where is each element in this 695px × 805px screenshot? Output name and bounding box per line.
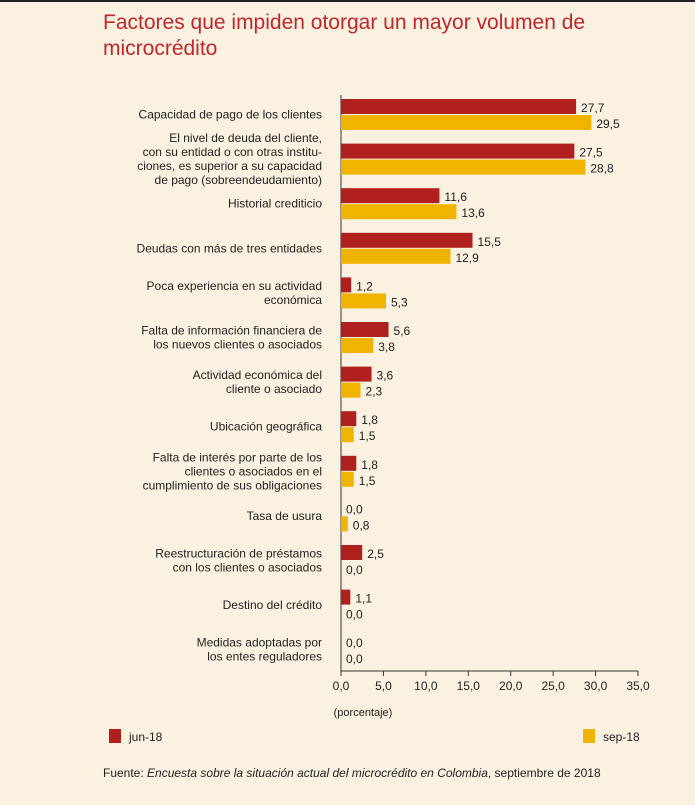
bar-jun-18 xyxy=(341,366,372,382)
source-prefix: Fuente: xyxy=(103,766,148,780)
bar-value-label: 29,5 xyxy=(596,117,620,131)
bar-value-label: 0,0 xyxy=(346,636,363,650)
bar-value-label: 1,2 xyxy=(356,279,373,293)
category-label: los entes reguladores xyxy=(207,650,322,664)
bar-jun-18 xyxy=(341,143,575,159)
legend-label: jun-18 xyxy=(128,730,163,744)
bar-sep-18 xyxy=(341,248,451,264)
bar-value-label: 0,0 xyxy=(346,563,363,577)
x-tick-label: 5,0 xyxy=(375,679,392,693)
category-label: Ubicación geográfica xyxy=(210,420,322,434)
x-tick-label: 10,0 xyxy=(414,679,438,693)
bar-value-label: 2,5 xyxy=(367,547,384,561)
bar-value-label: 5,3 xyxy=(391,295,408,309)
x-axis-title: (porcentaje) xyxy=(334,707,393,719)
category-label: cliente o asociado xyxy=(226,382,322,396)
bar-sep-18 xyxy=(341,204,457,220)
category-label: Actividad económica del xyxy=(193,368,322,382)
x-tick-label: 0,0 xyxy=(333,679,350,693)
bar-value-label: 27,5 xyxy=(579,146,603,160)
x-tick-label: 15,0 xyxy=(457,679,481,693)
source-note: Fuente: Encuesta sobre la situación actu… xyxy=(103,766,683,780)
category-label: con su entidad o con otras institu- xyxy=(143,145,322,159)
bar-sep-18 xyxy=(341,115,592,130)
bar-value-label: 12,9 xyxy=(455,251,479,265)
category-label: Destino del crédito xyxy=(223,598,323,612)
bar-value-label: 0,8 xyxy=(353,518,370,532)
bar-value-label: 11,6 xyxy=(444,190,467,204)
x-tick-label: 20,0 xyxy=(499,679,523,693)
bar-sep-18 xyxy=(341,382,361,398)
bar-jun-18 xyxy=(341,545,363,560)
bar-value-label: 1,5 xyxy=(359,429,376,443)
bar-value-label: 0,0 xyxy=(346,608,363,622)
bar-jun-18 xyxy=(341,188,440,204)
legend-swatch xyxy=(109,729,121,743)
bar-jun-18 xyxy=(341,322,389,337)
bar-value-label: 0,0 xyxy=(346,502,363,516)
bar-value-label: 3,6 xyxy=(377,369,394,383)
category-label: clientes o asociados en el xyxy=(185,464,322,478)
bar-jun-18 xyxy=(341,411,357,427)
category-label: Medidas adoptadas por xyxy=(197,636,322,650)
category-label: Capacidad de pago de los clientes xyxy=(139,108,322,122)
bar-sep-18 xyxy=(341,516,348,532)
category-label: ciones, es superior a su capacidad xyxy=(137,159,322,173)
category-label: El nivel de deuda del cliente, xyxy=(169,131,322,145)
bar-value-label: 2,3 xyxy=(366,385,383,399)
category-label: Tasa de usura xyxy=(247,509,323,523)
category-label: Falta de información financiera de xyxy=(141,324,322,338)
x-tick-label: 35,0 xyxy=(626,679,650,693)
bar-value-label: 15,5 xyxy=(478,235,502,249)
bar-sep-18 xyxy=(341,159,586,175)
bar-value-label: 1,5 xyxy=(359,474,376,488)
category-label: con los clientes o asociados xyxy=(173,561,322,575)
bar-value-label: 1,8 xyxy=(361,458,378,472)
category-label: Reestructuración de préstamos xyxy=(155,547,322,561)
category-label: cumplimiento de sus obligaciones xyxy=(143,478,322,492)
bar-value-label: 5,6 xyxy=(394,324,411,338)
bar-jun-18 xyxy=(341,232,473,248)
x-tick-label: 30,0 xyxy=(584,679,608,693)
bar-jun-18 xyxy=(341,277,352,293)
bar-value-label: 1,1 xyxy=(355,592,372,606)
category-label: Poca experiencia en su actividad xyxy=(147,279,322,293)
top-border xyxy=(0,0,695,2)
source-title: Encuesta sobre la situación actual del m… xyxy=(147,766,488,780)
bar-value-label: 0,0 xyxy=(346,652,363,666)
bar-sep-18 xyxy=(341,471,354,487)
bar-jun-18 xyxy=(341,455,357,471)
legend-label: sep-18 xyxy=(603,730,640,744)
bar-jun-18 xyxy=(341,589,351,605)
bar-sep-18 xyxy=(341,427,354,443)
category-label: los nuevos clientes o asociados xyxy=(153,338,322,352)
category-label: Historial crediticio xyxy=(228,197,322,211)
x-tick-label: 25,0 xyxy=(541,679,565,693)
category-label: Deudas con más de tres entidades xyxy=(137,241,322,255)
bar-value-label: 3,8 xyxy=(378,340,395,354)
category-label: de pago (sobreendeudamiento) xyxy=(155,173,322,187)
bar-jun-18 xyxy=(341,99,577,114)
category-label: Falta de interés por parte de los xyxy=(153,450,322,464)
bar-sep-18 xyxy=(341,338,374,353)
chart-title: Factores que impiden otorgar un mayor vo… xyxy=(103,11,586,60)
bar-sep-18 xyxy=(341,293,386,309)
category-label: económica xyxy=(264,293,322,307)
bar-value-label: 27,7 xyxy=(581,101,605,115)
bar-value-label: 1,8 xyxy=(361,413,378,427)
bar-value-label: 13,6 xyxy=(461,206,485,220)
bar-value-label: 28,8 xyxy=(590,162,614,176)
source-suffix: , septiembre de 2018 xyxy=(487,766,601,780)
legend-swatch xyxy=(583,729,595,743)
